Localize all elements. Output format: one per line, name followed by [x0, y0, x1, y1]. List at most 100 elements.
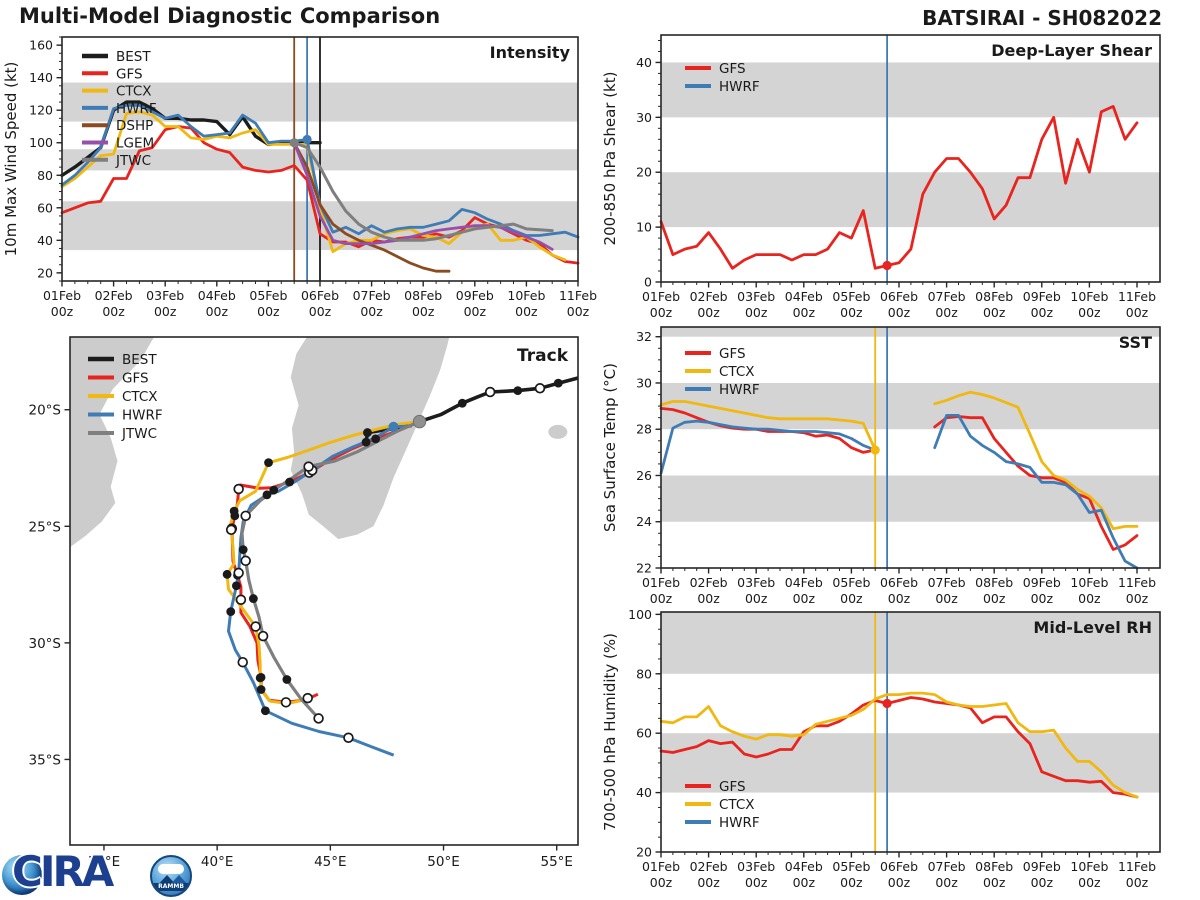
category-band [661, 327, 1160, 337]
legend-label: HWRF [116, 101, 157, 117]
y-axis-label: 700-500 hPa Humidity (%) [601, 633, 619, 831]
x-tick-label: 06Feb [301, 288, 339, 303]
x-tick-label: 03Feb [737, 289, 775, 304]
lat-tick-label: 30°S [29, 636, 62, 652]
y-tick-label: 24 [636, 514, 652, 529]
legend-entry-hwrf: HWRF [88, 408, 163, 424]
y-tick-label: 160 [29, 38, 53, 53]
track-marker-open [303, 461, 314, 472]
x-tick-label: 09Feb [1023, 575, 1061, 590]
x-tick-sublabel: 00z [888, 305, 911, 320]
y-tick-label: 40 [636, 785, 652, 800]
x-tick-sublabel: 00z [1031, 305, 1054, 320]
init-point-dot [882, 260, 892, 271]
legend-label: HWRF [122, 408, 163, 424]
x-tick-label: 09Feb [456, 288, 494, 303]
y-tick-label: 40 [636, 55, 652, 70]
track-marker-filled [553, 378, 563, 388]
lon-tick-label: 40°E [201, 854, 233, 870]
lon-tick-label: 55°E [540, 854, 572, 870]
sst-panel: 01Feb00z02Feb00z03Feb00z04Feb00z05Feb00z… [601, 326, 1161, 606]
x-tick-label: 02Feb [690, 859, 728, 874]
legend-entry-best: BEST [82, 49, 151, 65]
land-madagascar [290, 337, 450, 540]
track-marker-filled [388, 421, 399, 432]
series-line-jtwc [292, 141, 554, 242]
legend-entry-hwrf: HWRF [685, 815, 760, 831]
x-tick-label: 10Feb [1070, 859, 1108, 874]
x-tick-label: 05Feb [832, 859, 870, 874]
legend-entry-hwrf: HWRF [685, 79, 760, 95]
x-tick-label: 05Feb [832, 575, 870, 590]
y-tick-label: 100 [29, 135, 53, 150]
track-marker-open [313, 713, 324, 724]
x-tick-label: 03Feb [737, 859, 775, 874]
x-tick-sublabel: 00z [1126, 591, 1149, 606]
legend-entry-gfs: GFS [685, 779, 746, 795]
legend-entry-gfs: GFS [685, 61, 746, 77]
x-tick-sublabel: 00z [745, 875, 768, 890]
lon-tick-label: 45°E [314, 854, 346, 870]
track-marker-open [250, 621, 261, 632]
legend-label: JTWC [115, 153, 151, 169]
x-tick-sublabel: 00z [154, 304, 177, 319]
x-tick-sublabel: 00z [102, 304, 125, 319]
legend-label: GFS [719, 346, 746, 362]
x-tick-sublabel: 00z [697, 305, 720, 320]
track-marker-filled [222, 569, 232, 579]
x-tick-label: 07Feb [928, 859, 966, 874]
track-marker-filled [248, 594, 258, 603]
land-africa [70, 337, 154, 548]
track-marker-open [235, 594, 247, 605]
x-tick-label: 10Feb [507, 288, 545, 303]
category-band [661, 382, 1160, 430]
track-marker-filled [255, 673, 265, 683]
track-marker-filled [363, 428, 372, 437]
x-tick-label: 03Feb [146, 288, 184, 303]
rammb-badge-icon: RAMMB [150, 855, 192, 897]
track-marker-open [534, 383, 546, 394]
panel-title-shear: Deep-Layer Shear [991, 41, 1152, 60]
cloud-icon [158, 864, 184, 874]
track-panel: 35°E 40°E 45°E 50°E 55°E 20°S 25°S 30°S 35°S Trac… [29, 336, 579, 870]
track-marker-filled [285, 477, 294, 487]
y-tick-label: 26 [636, 468, 652, 483]
legend-entry-gfs: GFS [88, 371, 149, 387]
track-marker-filled [256, 685, 266, 694]
map-area [70, 337, 578, 757]
legend-label: BEST [116, 49, 151, 65]
x-tick-label: 04Feb [785, 859, 823, 874]
x-tick-sublabel: 00z [1126, 305, 1149, 320]
x-tick-sublabel: 00z [983, 305, 1006, 320]
init-point-dot [302, 134, 312, 145]
x-tick-sublabel: 00z [888, 875, 911, 890]
x-tick-label: 01Feb [642, 289, 680, 304]
x-tick-label: 10Feb [1070, 289, 1108, 304]
legend-label: DSHP [116, 118, 153, 134]
track-marker-filled [226, 607, 236, 617]
x-tick-sublabel: 00z [697, 875, 720, 890]
track-marker-filled [231, 581, 241, 591]
rh-panel: 01Feb00z02Feb00z03Feb00z04Feb00z05Feb00z… [601, 607, 1161, 890]
series-line-gfs [659, 105, 1139, 270]
track-marker-filled [262, 490, 272, 500]
track-marker-filled [260, 706, 270, 716]
x-tick-label: 06Feb [880, 575, 918, 590]
y-tick-label: 140 [29, 70, 53, 85]
legend-entry-hwrf: HWRF [82, 101, 157, 117]
track-line-jtwc [240, 420, 421, 720]
legend-label: JTWC [121, 426, 157, 442]
track-marker-filled [282, 675, 292, 684]
y-axis-label: 200-850 hPa Shear (kt) [601, 72, 619, 246]
x-tick-sublabel: 00z [412, 304, 435, 319]
x-tick-label: 04Feb [198, 288, 236, 303]
x-tick-sublabel: 00z [1078, 875, 1101, 890]
legend-label: HWRF [719, 79, 760, 95]
x-tick-sublabel: 00z [745, 305, 768, 320]
x-tick-sublabel: 00z [309, 304, 332, 319]
x-tick-label: 08Feb [975, 575, 1013, 590]
series-line-lgem [292, 141, 554, 251]
y-tick-label: 0 [644, 275, 652, 290]
legend-entry-dshp: DSHP [82, 118, 153, 134]
